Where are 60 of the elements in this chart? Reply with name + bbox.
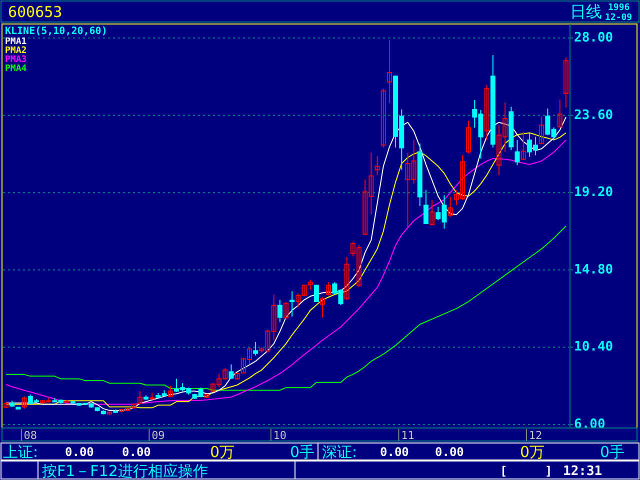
candlestick <box>423 190 428 224</box>
line-series <box>6 226 566 391</box>
text: 0.00 <box>65 445 94 459</box>
x-tick-label: 12 <box>528 429 542 442</box>
candlestick <box>22 396 27 410</box>
y-tick-label: 14.80 <box>574 262 614 278</box>
text: 深证: <box>322 443 358 461</box>
x-tick-label: 09 <box>152 429 165 442</box>
candlestick <box>557 99 562 128</box>
candlestick <box>484 84 490 141</box>
y-tick-label: 28.00 <box>574 30 614 46</box>
candlestick <box>308 279 313 290</box>
text: ] <box>545 464 552 478</box>
candlestick <box>430 200 435 226</box>
y-tick-label: 19.20 <box>574 185 614 200</box>
text: 按F1－F12进行相应操作 <box>42 462 208 480</box>
text: 12:31 <box>563 464 602 479</box>
candlestick <box>314 284 319 302</box>
text: 0万 <box>520 443 545 461</box>
text: 0手 <box>600 443 625 461</box>
candlestick <box>448 196 453 218</box>
x-tick-label: 10 <box>273 429 287 442</box>
text: PMA2 <box>5 46 27 56</box>
text: PMA4 <box>5 64 28 74</box>
chart-title: 600653 <box>8 3 62 21</box>
chart-subtitle: KLINE(5,10,20,60) <box>5 26 108 37</box>
candlestick <box>539 116 544 145</box>
candlestick <box>466 120 472 154</box>
candlestick <box>380 88 386 148</box>
candlestick <box>137 390 142 405</box>
text: 1996 <box>608 3 630 13</box>
candlestick <box>253 341 258 356</box>
text: PMA3 <box>5 55 27 65</box>
x-tick-label: 11 <box>401 429 414 442</box>
candlestick <box>374 156 380 176</box>
candlestick <box>344 256 350 300</box>
candlestick <box>326 282 332 296</box>
candlestick <box>228 364 234 380</box>
y-tick-label: 10.40 <box>574 340 614 355</box>
candlestick <box>168 385 173 398</box>
candlestick <box>386 39 392 104</box>
candlestick <box>320 296 326 318</box>
x-tick-label: 08 <box>24 429 38 442</box>
text: 日线 <box>570 2 602 21</box>
text: 0.00 <box>380 445 409 459</box>
candlestick <box>514 140 520 166</box>
text: [ <box>500 464 508 478</box>
candlestick <box>520 131 526 161</box>
text: 0.00 <box>435 445 464 459</box>
y-tick-label: 23.60 <box>574 108 614 123</box>
candlestick <box>290 290 295 317</box>
text: 0.00 <box>122 445 151 459</box>
candlestick <box>284 302 288 320</box>
text: 上证: <box>3 443 38 461</box>
text: 0手 <box>290 443 315 461</box>
text: PMA1 <box>5 37 27 47</box>
candlestick <box>563 56 568 108</box>
text: 0万 <box>210 443 235 461</box>
text: 12-09 <box>605 13 632 23</box>
candlestick <box>277 299 282 323</box>
